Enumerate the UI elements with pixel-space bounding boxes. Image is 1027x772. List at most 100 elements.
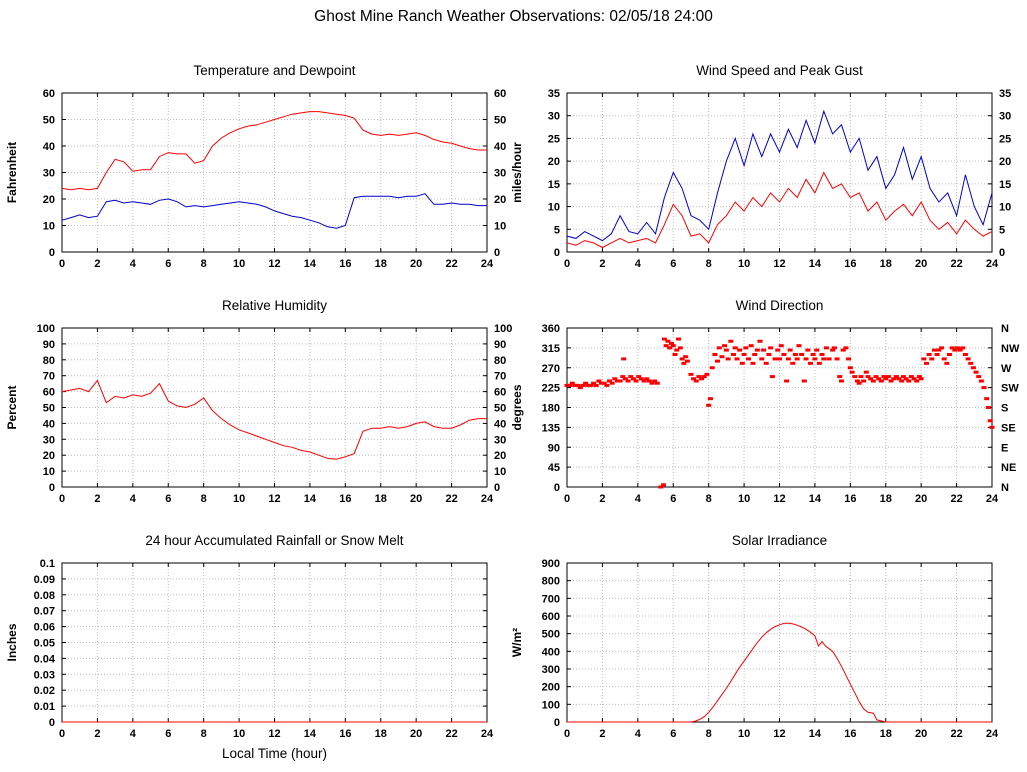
- svg-text:40: 40: [43, 418, 55, 430]
- svg-text:5: 5: [999, 224, 1005, 236]
- svg-text:40: 40: [494, 141, 506, 153]
- svg-text:Fahrenheit: Fahrenheit: [5, 142, 19, 203]
- svg-text:0: 0: [494, 482, 500, 494]
- svg-text:10: 10: [738, 258, 750, 270]
- svg-text:10: 10: [233, 493, 245, 505]
- svg-text:4: 4: [130, 728, 137, 740]
- svg-text:8: 8: [706, 493, 712, 505]
- svg-text:6: 6: [670, 258, 676, 270]
- svg-text:0: 0: [494, 247, 500, 259]
- svg-text:miles/hour: miles/hour: [510, 142, 524, 203]
- svg-text:20: 20: [999, 156, 1011, 168]
- svg-text:30: 30: [43, 434, 55, 446]
- svg-text:12: 12: [773, 728, 785, 740]
- svg-text:12: 12: [268, 728, 280, 740]
- svg-text:45: 45: [548, 462, 560, 474]
- svg-text:10: 10: [43, 466, 55, 478]
- svg-text:18: 18: [375, 728, 387, 740]
- svg-text:14: 14: [304, 728, 317, 740]
- svg-text:15: 15: [548, 179, 560, 191]
- svg-text:16: 16: [844, 728, 856, 740]
- svg-text:20: 20: [915, 258, 927, 270]
- svg-text:25: 25: [999, 133, 1011, 145]
- svg-text:Percent: Percent: [5, 385, 19, 429]
- rainfall-chart: 0 2 4 6 8 10 12 14 16 18 20 22 2400.010.020.030.040.…: [5, 533, 494, 761]
- svg-text:12: 12: [773, 493, 785, 505]
- svg-text:10: 10: [738, 493, 750, 505]
- svg-text:20: 20: [494, 450, 506, 462]
- svg-text:0: 0: [49, 247, 55, 259]
- svg-text:0.04: 0.04: [34, 653, 56, 665]
- svg-text:0: 0: [49, 717, 55, 729]
- svg-text:800: 800: [542, 576, 560, 588]
- svg-text:2: 2: [599, 493, 605, 505]
- svg-text:NE: NE: [1001, 462, 1016, 474]
- svg-text:0.06: 0.06: [34, 622, 55, 634]
- svg-text:N: N: [1001, 323, 1009, 335]
- svg-text:80: 80: [43, 355, 55, 367]
- svg-text:0: 0: [59, 728, 65, 740]
- svg-text:NW: NW: [1001, 343, 1020, 355]
- svg-text:Temperature and Dewpoint: Temperature and Dewpoint: [193, 63, 355, 78]
- svg-text:5: 5: [554, 224, 560, 236]
- svg-text:22: 22: [950, 493, 962, 505]
- svg-text:0.01: 0.01: [34, 701, 55, 713]
- svg-text:24: 24: [986, 493, 999, 505]
- svg-text:8: 8: [706, 728, 712, 740]
- svg-text:16: 16: [339, 728, 351, 740]
- svg-text:2: 2: [94, 493, 100, 505]
- svg-text:24: 24: [986, 728, 999, 740]
- svg-text:4: 4: [635, 728, 642, 740]
- svg-text:60: 60: [494, 387, 506, 399]
- svg-text:0.07: 0.07: [34, 606, 55, 618]
- svg-text:16: 16: [339, 258, 351, 270]
- solar-irradiance-chart: 0 2 4 6 8 10 12 14 16 18 20 22 240100200300400500600…: [510, 533, 999, 740]
- page-title: Ghost Mine Ranch Weather Observations: 0…: [314, 8, 713, 25]
- svg-text:70: 70: [43, 371, 55, 383]
- svg-text:4: 4: [130, 258, 137, 270]
- svg-text:Local Time (hour): Local Time (hour): [222, 746, 327, 761]
- svg-text:30: 30: [494, 168, 506, 180]
- svg-text:18: 18: [375, 258, 387, 270]
- svg-text:18: 18: [880, 728, 892, 740]
- svg-text:18: 18: [880, 493, 892, 505]
- svg-text:Wind Speed and Peak Gust: Wind Speed and Peak Gust: [696, 63, 863, 78]
- svg-text:60: 60: [43, 387, 55, 399]
- svg-text:50: 50: [494, 403, 506, 415]
- svg-text:20: 20: [410, 493, 422, 505]
- svg-text:6: 6: [670, 728, 676, 740]
- svg-text:N: N: [1001, 482, 1009, 494]
- svg-text:0.1: 0.1: [40, 558, 55, 570]
- svg-text:0: 0: [59, 493, 65, 505]
- svg-text:225: 225: [542, 383, 560, 395]
- svg-text:100: 100: [542, 699, 560, 711]
- svg-text:Relative Humidity: Relative Humidity: [222, 298, 327, 313]
- svg-text:20: 20: [494, 194, 506, 206]
- svg-text:35: 35: [999, 88, 1011, 100]
- svg-text:500: 500: [542, 629, 560, 641]
- svg-text:200: 200: [542, 682, 560, 694]
- svg-text:22: 22: [445, 728, 457, 740]
- svg-text:16: 16: [844, 258, 856, 270]
- svg-text:60: 60: [43, 88, 55, 100]
- svg-text:W/m²: W/m²: [510, 628, 524, 657]
- svg-text:E: E: [1001, 442, 1008, 454]
- svg-text:360: 360: [542, 323, 560, 335]
- svg-text:100: 100: [494, 323, 512, 335]
- svg-text:6: 6: [165, 493, 171, 505]
- svg-text:0.03: 0.03: [34, 669, 55, 681]
- svg-text:90: 90: [548, 442, 560, 454]
- svg-text:100: 100: [37, 323, 55, 335]
- svg-text:30: 30: [494, 434, 506, 446]
- svg-text:10: 10: [548, 202, 560, 214]
- svg-text:0: 0: [554, 717, 560, 729]
- svg-text:20: 20: [43, 450, 55, 462]
- svg-text:SE: SE: [1001, 422, 1016, 434]
- svg-text:16: 16: [339, 493, 351, 505]
- svg-text:20: 20: [410, 728, 422, 740]
- svg-text:22: 22: [950, 728, 962, 740]
- svg-text:22: 22: [445, 258, 457, 270]
